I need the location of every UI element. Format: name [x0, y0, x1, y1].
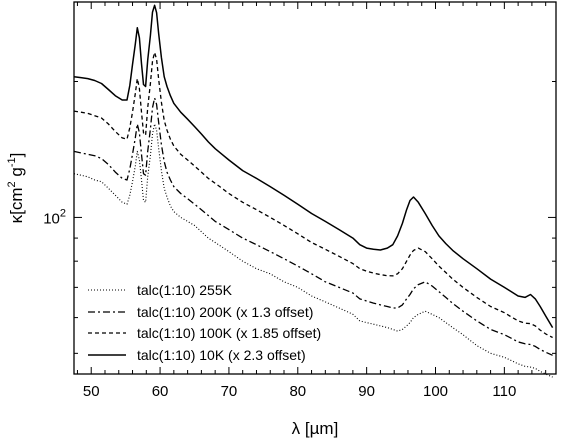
legend-label-3: talc(1:10) 100K (x 1.85 offset) — [137, 325, 321, 341]
series-line-2 — [73, 97, 553, 356]
x-tick-label: 50 — [83, 383, 100, 400]
x-tick-label: 90 — [358, 383, 375, 400]
legend-label-1: talc(1:10) 255K — [137, 282, 233, 298]
x-tick-label: 100 — [423, 383, 448, 400]
ticks-layer: 50 60 70 80 90 100 110 102 — [43, 1, 556, 400]
x-axis-title: λ [µm] — [292, 419, 339, 438]
series-line-1 — [73, 123, 553, 378]
x-tick-label: 70 — [221, 383, 238, 400]
y-tick-label: 102 — [43, 207, 66, 227]
y-axis-title-sup1: 2 — [6, 181, 18, 187]
legend-label-2: talc(1:10) 200K (x 1.3 offset) — [137, 304, 313, 320]
legend: talc(1:10) 255K talc(1:10) 200K (x 1.3 of… — [88, 282, 321, 363]
x-tick-label: 60 — [152, 383, 169, 400]
lines-layer — [73, 4, 554, 378]
y-axis-title: κ[cm2 g-1] — [6, 153, 26, 224]
series-line-4 — [73, 4, 554, 328]
y-axis-title-mid: g — [7, 167, 26, 181]
x-tick-label: 110 — [492, 383, 516, 400]
y-axis-title-base: κ[cm — [7, 187, 26, 223]
series-line-3 — [73, 51, 553, 339]
x-tick-label: 80 — [289, 383, 306, 400]
plot-frame — [73, 1, 557, 375]
y-axis-title-end: ] — [7, 153, 26, 158]
y-axis-title-sup2: -1 — [6, 157, 18, 167]
legend-label-4: talc(1:10) 10K (x 2.3 offset) — [137, 347, 306, 363]
